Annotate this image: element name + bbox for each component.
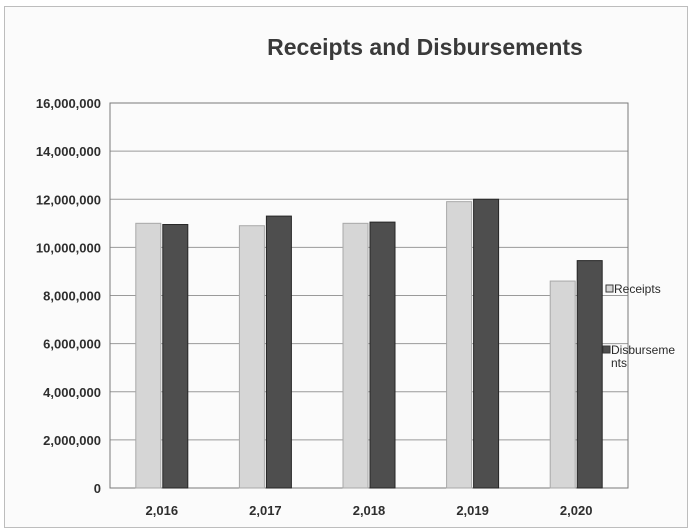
bar-disbursements <box>265 215 292 489</box>
plot-border <box>109 102 629 489</box>
chart-frame: Receipts and Disbursements 0 2,000,000 4,0… <box>4 6 688 528</box>
legend-swatch <box>605 284 614 293</box>
legend-label: Disburseme <box>611 343 675 357</box>
x-tick-label: 2,016 <box>146 503 179 518</box>
y-tick-label: 4,000,000 <box>43 385 101 400</box>
y-axis-ticks: 0 2,000,000 4,000,000 6,000,000 8,000,000 10,… <box>36 96 101 496</box>
chart-title: Receipts and Disbursements <box>267 34 583 60</box>
bar-disbursements <box>369 221 396 489</box>
legend: Receipts Disbursements <box>602 282 675 370</box>
bar-disbursements <box>576 260 603 489</box>
x-tick-label: 2,018 <box>353 503 386 518</box>
y-tick-label: 6,000,000 <box>43 337 101 352</box>
x-tick-label: 2,020 <box>560 503 593 518</box>
bar-disbursements <box>162 224 189 489</box>
legend-label: nts <box>611 356 627 370</box>
legend-label: Receipts <box>614 282 661 296</box>
y-tick-label: 2,000,000 <box>43 433 101 448</box>
bar-receipts <box>238 225 265 489</box>
bar-receipts <box>446 201 473 489</box>
bars-layer <box>135 198 603 489</box>
bar-chart: Receipts and Disbursements 0 2,000,000 4,0… <box>36 34 675 518</box>
bar-receipts <box>342 222 369 489</box>
x-tick-label: 2,019 <box>456 503 489 518</box>
x-tick-label: 2,017 <box>249 503 282 518</box>
y-tick-label: 12,000,000 <box>36 192 101 207</box>
y-tick-label: 16,000,000 <box>36 96 101 111</box>
bar-disbursements <box>473 198 500 489</box>
legend-swatch <box>602 345 611 354</box>
y-tick-label: 10,000,000 <box>36 240 101 255</box>
bar-receipts <box>135 222 162 489</box>
x-axis-ticks: 2,016 2,017 2,018 2,019 2,020 <box>146 503 593 518</box>
y-tick-label: 8,000,000 <box>43 289 101 304</box>
plot-frame <box>109 102 629 489</box>
y-tick-label: 0 <box>94 481 101 496</box>
y-tick-label: 14,000,000 <box>36 144 101 159</box>
bar-receipts <box>549 280 576 489</box>
